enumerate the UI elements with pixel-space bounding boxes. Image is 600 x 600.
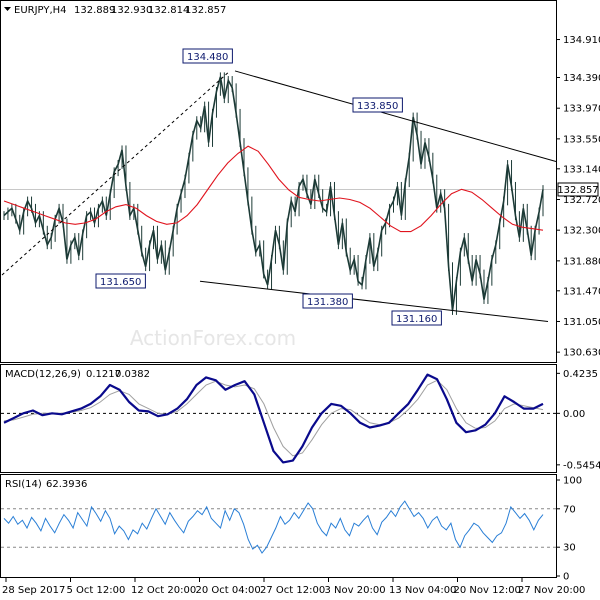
price-y-tick-label: 132.300 [563,226,600,237]
rsi-y-tick-label: 30 [563,543,576,554]
upper-trendline [234,70,557,162]
price-y-tick-label: 134.910 [563,35,600,46]
rsi-label: RSI(14) [5,479,42,490]
symbol-label: EURJPY,H4 [14,5,67,16]
annotation-box [302,293,353,309]
x-tick-label: 27 Oct 12:00 [260,585,325,596]
annotation-text: 131.160 [396,314,437,325]
x-tick-label: 28 Sep 2017 [2,585,65,596]
close-value: 132.857 [185,5,226,16]
price-plot: 134.480 133.850 131.650 131.380 131.160 [1,48,557,326]
annotation-box [352,97,403,113]
price-annotation: 133.850 [352,97,403,113]
price-y-tick-label: 131.880 [563,256,600,267]
current-price-tag: 132.857 [557,182,599,197]
macd-y-tick-label: 0.4235 [563,369,598,380]
macd-signal-line [3,379,544,457]
macd-line [3,373,544,464]
price-y-tick-label: 134.390 [563,73,600,84]
low-value: 132.814 [148,5,189,16]
price-y-tick-label: 130.630 [563,348,600,359]
dropdown-triangle-icon[interactable] [4,7,11,11]
x-tick-label: 3 Nov 20:00 [325,585,386,596]
price-panel [0,0,557,363]
price-y-tick-label: 132.720 [563,195,600,206]
annotation-box [182,48,233,64]
price-annotation: 131.650 [95,273,146,289]
macd-panel [0,364,557,473]
x-tick-label: 12 Oct 20:00 [131,585,196,596]
rsi-y-tick-label: 70 [563,504,576,515]
price-y-tick-label: 133.550 [563,134,600,145]
x-tick-label: 20 Oct 04:00 [196,585,261,596]
price-series [3,76,544,311]
x-tick-label: 5 Oct 12:00 [67,585,126,596]
axes: 134.910 134.390 133.970 133.550 133.140 132.7… [2,35,600,596]
macd-y-tick-label: -0.5454 [563,460,600,471]
current-price-tag-box [557,182,599,197]
rsi-panel [0,474,557,578]
annotation-box [95,273,146,289]
macd-y-tick-label: 0.00 [563,409,585,420]
current-price-tag-label: 132.857 [557,185,598,196]
annotation-text: 133.850 [357,101,398,112]
price-y-tick-label: 133.970 [563,104,600,115]
dashed-trendline [1,70,231,276]
price-annotation: 131.160 [391,310,442,326]
annotation-text: 131.650 [100,277,141,288]
open-value: 132.889 [74,5,115,16]
rsi-y-tick-label: 0 [563,572,569,583]
x-tick-label: 20 Nov 12:00 [454,585,521,596]
price-y-tick-label: 133.140 [563,164,600,175]
annotation-box [391,310,442,326]
annotation-text: 134.480 [187,52,228,63]
chart-header: EURJPY,H4 132.889 132.930 132.814 132.85… [4,5,226,16]
macd-value: 0.1217 [86,369,121,380]
rsi-line [3,500,544,554]
price-annotation: 131.380 [302,293,353,309]
price-annotation: 134.480 [182,48,233,64]
annotation-text: 131.380 [307,297,348,308]
watermark: ActionForex.com [130,326,296,350]
price-y-tick-label: 131.470 [563,286,600,297]
rsi-value: 62.3936 [46,479,87,490]
lower-trendline [199,280,549,322]
macd-signal-value: 0.0382 [115,369,150,380]
rsi-y-tick-label: 100 [563,476,582,487]
high-value: 132.930 [111,5,152,16]
price-y-tick-label: 131.050 [563,317,600,328]
moving-average-line [3,145,544,233]
x-tick-label: 13 Nov 04:00 [389,585,456,596]
rsi-plot [1,500,556,554]
x-tick-label: 27 Nov 20:00 [518,585,585,596]
macd-label: MACD(12,26,9) [5,369,81,380]
macd-plot [1,373,556,464]
